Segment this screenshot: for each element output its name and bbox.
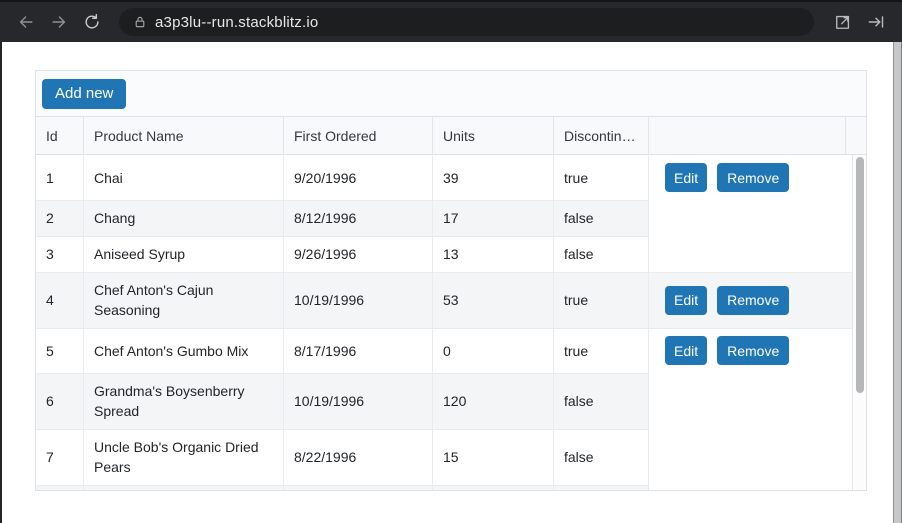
edit-button[interactable]: Edit (665, 336, 708, 365)
actions-cell: Edit Remove (649, 328, 866, 373)
table-body: 1 Chai 9/20/1996 39 true Edit Remove 2 C… (36, 155, 866, 490)
table-row: 7 Uncle Bob's Organic Dried Pears 8/22/1… (36, 429, 866, 485)
header-cell-units: Units (433, 117, 554, 154)
cell-product-name: Chai (84, 155, 284, 200)
cell-first-ordered (284, 485, 433, 490)
table-row: 4 Chef Anton's Cajun Seasoning 10/19/199… (36, 272, 866, 328)
reload-icon (85, 13, 99, 29)
table-row: 5 Chef Anton's Gumbo Mix 8/17/1996 0 tru… (36, 328, 866, 373)
url-bar[interactable]: a3p3lu--run.stackblitz.io (119, 8, 814, 36)
cell-units: 15 (433, 429, 554, 485)
cell-product-name: Uncle Bob's Organic Dried Pears (84, 429, 284, 485)
header-cell-first-ordered: First Ordered (284, 117, 433, 154)
cell-id: 3 (36, 236, 84, 272)
back-button[interactable] (12, 8, 40, 36)
header-cell-product-name: Product Name (84, 117, 284, 154)
back-icon (19, 16, 33, 28)
cell-product-name: Northwoods Cranberry (84, 485, 284, 490)
table-row: 3 Aniseed Syrup 9/26/1996 13 false (36, 236, 866, 272)
actions-cell: Edit Remove (649, 155, 866, 200)
cell-product-name: Grandma's Boysenberry Spread (84, 373, 284, 429)
open-external-button[interactable] (829, 8, 857, 36)
cell-first-ordered: 9/20/1996 (284, 155, 433, 200)
window-left-edge (0, 42, 2, 523)
cell-discontinued: false (554, 200, 649, 236)
cell-product-name: Chang (84, 200, 284, 236)
cell-product-name: Aniseed Syrup (84, 236, 284, 272)
browser-chrome: a3p3lu--run.stackblitz.io (0, 0, 902, 42)
url-text: a3p3lu--run.stackblitz.io (155, 13, 319, 31)
cell-id: 5 (36, 328, 84, 373)
page: Add new Id Product Name First Ordered Un… (0, 42, 902, 523)
cell-discontinued: true (554, 272, 649, 328)
cell-product-name: Chef Anton's Cajun Seasoning (84, 272, 284, 328)
cell-discontinued: false (554, 429, 649, 485)
edit-button[interactable]: Edit (665, 285, 708, 315)
cell-units: 0 (433, 328, 554, 373)
cell-units: 53 (433, 272, 554, 328)
cell-first-ordered: 9/26/1996 (284, 236, 433, 272)
cell-discontinued: false (554, 236, 649, 272)
cell-id: 1 (36, 155, 84, 200)
cell-first-ordered: 10/19/1996 (284, 373, 433, 429)
table-rows: 1 Chai 9/20/1996 39 true Edit Remove 2 C… (36, 155, 866, 490)
cell-units (433, 485, 554, 490)
add-new-button[interactable]: Add new (42, 78, 127, 109)
arrow-to-bar-icon (868, 16, 884, 28)
cell-first-ordered: 10/19/1996 (284, 272, 433, 328)
cell-units: 120 (433, 373, 554, 429)
table-scrollbar[interactable] (852, 155, 866, 490)
table-row: 2 Chang 8/12/1996 17 false (36, 200, 866, 236)
cell-discontinued (554, 485, 649, 490)
header-gutter (845, 117, 866, 154)
remove-button[interactable]: Remove (717, 285, 790, 315)
remove-button[interactable]: Remove (717, 336, 790, 365)
cell-discontinued: false (554, 373, 649, 429)
lock-icon (135, 16, 145, 28)
reload-button[interactable] (78, 8, 106, 36)
scrollbar-thumb[interactable] (856, 157, 864, 393)
cell-units: 13 (433, 236, 554, 272)
cell-discontinued: true (554, 155, 649, 200)
header-cell-discontinued: Discontinued (554, 117, 649, 154)
products-panel: Add new Id Product Name First Ordered Un… (35, 70, 867, 491)
edit-button[interactable]: Edit (665, 163, 708, 192)
cell-id: 7 (36, 429, 84, 485)
open-external-icon (836, 15, 850, 29)
cell-product-name: Chef Anton's Gumbo Mix (84, 328, 284, 373)
table-header: Id Product Name First Ordered Units Disc… (36, 117, 866, 155)
window-right-edge (893, 42, 902, 523)
cell-units: 39 (433, 155, 554, 200)
cell-id: 4 (36, 272, 84, 328)
cell-id: 2 (36, 200, 84, 236)
arrow-to-bar-button[interactable] (862, 8, 890, 36)
forward-button[interactable] (45, 8, 73, 36)
cell-first-ordered: 8/22/1996 (284, 429, 433, 485)
cell-first-ordered: 8/12/1996 (284, 200, 433, 236)
actions-cell: Edit Remove (649, 272, 866, 328)
header-cell-id: Id (36, 117, 84, 154)
table-row: 1 Chai 9/20/1996 39 true Edit Remove (36, 155, 866, 200)
table-row: Northwoods Cranberry (36, 485, 866, 490)
table-row: 6 Grandma's Boysenberry Spread 10/19/199… (36, 373, 866, 429)
cell-units: 17 (433, 200, 554, 236)
cell-id: 6 (36, 373, 84, 429)
cell-first-ordered: 8/17/1996 (284, 328, 433, 373)
header-cell-actions (649, 117, 845, 154)
forward-icon (52, 16, 66, 28)
cell-discontinued: true (554, 328, 649, 373)
grid-toolbar: Add new (36, 71, 866, 117)
remove-button[interactable]: Remove (717, 163, 790, 192)
cell-id (36, 485, 84, 490)
